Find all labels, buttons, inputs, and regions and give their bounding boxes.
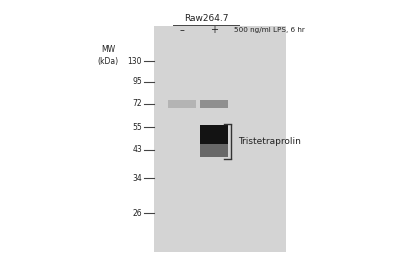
Text: 55: 55 bbox=[132, 123, 142, 132]
Text: Raw264.7: Raw264.7 bbox=[184, 14, 228, 23]
Bar bbox=[200, 144, 228, 157]
Bar bbox=[168, 100, 196, 108]
Bar bbox=[200, 125, 228, 144]
Text: 130: 130 bbox=[128, 57, 142, 66]
Text: 72: 72 bbox=[132, 100, 142, 108]
Text: 26: 26 bbox=[132, 209, 142, 218]
Text: 500 ng/ml LPS, 6 hr: 500 ng/ml LPS, 6 hr bbox=[234, 27, 305, 33]
Text: 43: 43 bbox=[132, 145, 142, 154]
Bar bbox=[200, 100, 228, 108]
Text: 34: 34 bbox=[132, 174, 142, 183]
Bar bbox=[154, 26, 286, 252]
Text: 95: 95 bbox=[132, 77, 142, 86]
Text: Tristetraprolin: Tristetraprolin bbox=[238, 137, 301, 146]
Text: MW
(kDa): MW (kDa) bbox=[98, 46, 118, 66]
Text: +: + bbox=[210, 25, 218, 35]
Text: –: – bbox=[180, 25, 184, 35]
